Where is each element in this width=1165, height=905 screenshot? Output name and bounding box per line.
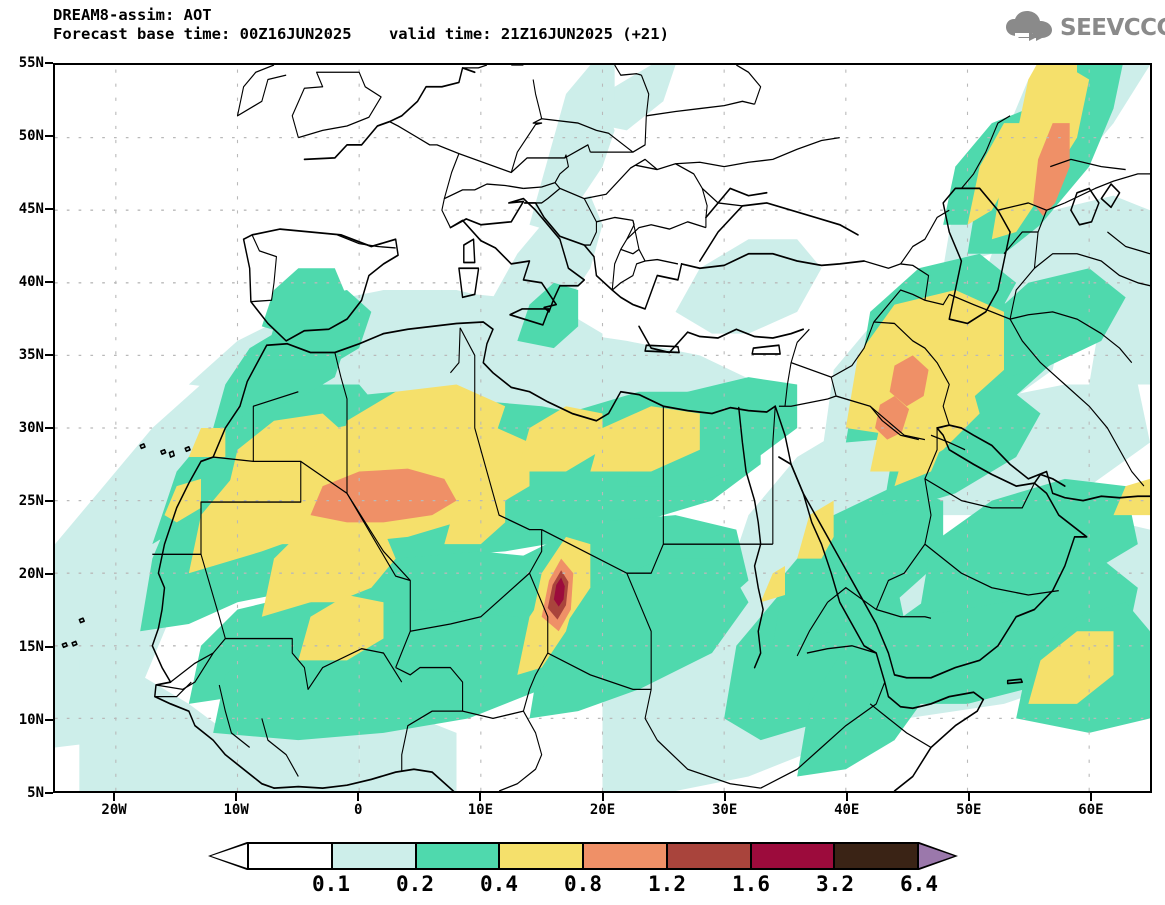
colorbar-label: 0.1 [312,872,350,896]
colorbar-under-fill [211,844,247,868]
colorbar-tick-labels: 0.1 0.2 0.4 0.8 1.2 1.6 3.2 6.4 [208,872,958,902]
y-tick-label: 5N [27,785,44,801]
y-tick-label: 35N [18,347,44,363]
map-plot-area [53,63,1152,793]
x-tick-mark [845,793,848,801]
y-tick-mark [45,646,53,648]
y-tick-mark [45,500,53,502]
y-tick-label: 25N [18,493,44,509]
y-tick-mark [45,62,53,64]
colorbar-label: 1.2 [648,872,686,896]
header-line-1: DREAM8-assim: AOT [53,6,212,24]
y-tick-label: 30N [18,420,44,436]
colorbar-label: 0.8 [564,872,602,896]
cloud-icon [1005,10,1053,46]
x-tick-mark [113,793,116,801]
y-tick-mark [45,719,53,721]
colorbar-label: 6.4 [900,872,938,896]
logo-text: SEEVCCC [1060,15,1165,41]
seevccc-logo: SEEVCCC [1005,8,1165,48]
x-tick-label: 0 [354,802,363,818]
header-line-2: Forecast base time: 00Z16JUN2025 valid t… [53,25,669,43]
chart-header: DREAM8-assim: AOT Forecast base time: 00… [53,6,1053,44]
x-tick-label: 10W [223,802,249,818]
x-tick-mark [235,793,238,801]
colorbar-band [751,844,836,868]
aot-contour-layer [55,65,1150,791]
y-tick-mark [45,573,53,575]
colorbar-label: 0.2 [396,872,434,896]
colorbar-band [249,844,333,868]
colorbar-label: 3.2 [816,872,854,896]
x-tick-mark [1089,793,1092,801]
colorbar-label: 1.6 [732,872,770,896]
x-tick-label: 10E [467,802,494,818]
x-tick-label: 20E [589,802,616,818]
y-tick-mark [45,281,53,283]
x-tick-mark [967,793,970,801]
y-tick-mark [45,354,53,356]
y-tick-mark [45,427,53,429]
x-tick-mark [601,793,604,801]
x-tick-mark [357,793,360,801]
colorbar-over-fill [919,844,954,868]
y-tick-mark [45,792,53,794]
y-tick-label: 45N [18,201,44,217]
colorbar: 0.1 0.2 0.4 0.8 1.2 1.6 3.2 6.4 [208,842,958,896]
y-tick-label: 15N [18,639,44,655]
colorbar-band [584,844,668,868]
y-tick-label: 20N [18,566,44,582]
x-tick-mark [723,793,726,801]
x-tick-label: 30E [711,802,738,818]
y-tick-mark [45,208,53,210]
y-tick-label: 40N [18,274,44,290]
colorbar-label: 0.4 [480,872,518,896]
country-border-layer [152,65,1150,791]
colorbar-band [835,844,917,868]
x-tick-label: 50E [956,802,982,818]
coastline-layer [61,67,1150,791]
x-tick-mark [479,793,482,801]
x-tick-label: 40E [834,802,860,818]
y-tick-label: 10N [18,712,44,728]
colorbar-band [416,844,501,868]
y-tick-mark [45,135,53,137]
colorbar-bands [247,842,919,870]
colorbar-band [500,844,584,868]
y-tick-label: 50N [18,128,44,144]
y-tick-label: 55N [18,55,44,71]
dust-aot-map [55,65,1150,791]
colorbar-band [667,844,752,868]
colorbar-band [332,844,417,868]
x-tick-label: 20W [101,802,127,818]
x-tick-label: 60E [1078,802,1104,818]
